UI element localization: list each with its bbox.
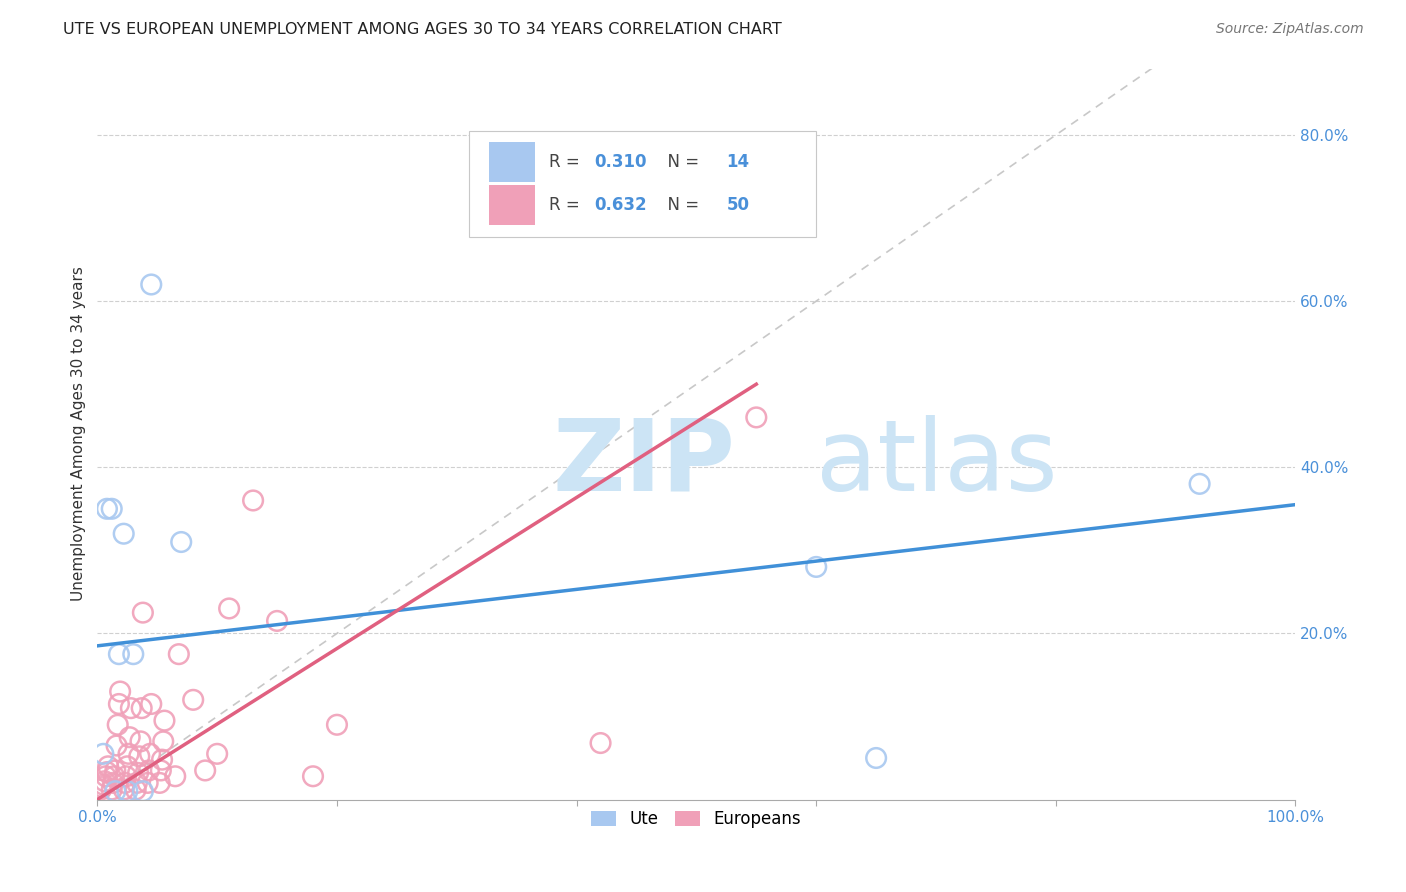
Point	[589, 736, 612, 750]
Point	[93, 747, 115, 761]
Text: Source: ZipAtlas.com: Source: ZipAtlas.com	[1216, 22, 1364, 37]
Point	[242, 493, 264, 508]
Point	[132, 606, 155, 620]
Point	[117, 747, 139, 761]
Point	[108, 684, 131, 698]
Point	[141, 697, 163, 711]
Point	[150, 753, 173, 767]
Point	[132, 784, 155, 798]
Point	[138, 764, 160, 778]
Point	[90, 782, 112, 797]
Point	[112, 526, 135, 541]
Point	[97, 759, 120, 773]
Point	[96, 501, 118, 516]
Point	[94, 769, 117, 783]
Text: R =: R =	[548, 153, 585, 171]
Point	[745, 410, 768, 425]
Point	[129, 734, 152, 748]
Text: 0.310: 0.310	[595, 153, 647, 171]
FancyBboxPatch shape	[489, 142, 534, 182]
Point	[218, 601, 240, 615]
Point	[205, 747, 228, 761]
Point	[128, 749, 150, 764]
Point	[139, 747, 162, 761]
Text: 14: 14	[727, 153, 749, 171]
Point	[93, 774, 115, 789]
Text: N =: N =	[657, 196, 704, 214]
Point	[117, 759, 139, 773]
Text: atlas: atlas	[817, 415, 1057, 512]
Point	[112, 782, 135, 797]
Point	[93, 778, 115, 792]
Point	[114, 776, 136, 790]
Point	[167, 647, 190, 661]
FancyBboxPatch shape	[489, 186, 534, 226]
Point	[153, 714, 176, 728]
Point	[115, 769, 138, 783]
Point	[125, 776, 148, 790]
Point	[122, 647, 145, 661]
Point	[326, 718, 349, 732]
Point	[170, 535, 193, 549]
Point	[107, 718, 129, 732]
Point	[181, 693, 204, 707]
Y-axis label: Unemployment Among Ages 30 to 34 years: Unemployment Among Ages 30 to 34 years	[72, 267, 86, 601]
Point	[104, 764, 127, 778]
Point	[100, 501, 122, 516]
Text: 0.632: 0.632	[595, 196, 647, 214]
Point	[152, 734, 174, 748]
Point	[806, 560, 828, 574]
Point	[141, 277, 163, 292]
Point	[149, 764, 172, 778]
Point	[194, 764, 217, 778]
Point	[108, 697, 131, 711]
Text: 50: 50	[727, 196, 749, 214]
Point	[131, 701, 153, 715]
Point	[118, 730, 141, 744]
Text: ZIP: ZIP	[553, 415, 735, 512]
Point	[865, 751, 887, 765]
Point	[165, 769, 187, 783]
Point	[101, 776, 124, 790]
Point	[103, 769, 125, 783]
Legend: Ute, Europeans: Ute, Europeans	[585, 804, 808, 835]
Text: N =: N =	[657, 153, 704, 171]
Point	[120, 701, 142, 715]
Point	[1188, 476, 1211, 491]
Point	[91, 780, 114, 794]
Point	[302, 769, 325, 783]
Point	[149, 776, 172, 790]
Point	[100, 782, 122, 797]
Text: R =: R =	[548, 196, 585, 214]
Point	[136, 776, 159, 790]
Point	[127, 766, 149, 780]
FancyBboxPatch shape	[468, 130, 817, 236]
Point	[105, 739, 128, 753]
Point	[266, 614, 288, 628]
Text: UTE VS EUROPEAN UNEMPLOYMENT AMONG AGES 30 TO 34 YEARS CORRELATION CHART: UTE VS EUROPEAN UNEMPLOYMENT AMONG AGES …	[63, 22, 782, 37]
Point	[117, 784, 139, 798]
Point	[96, 765, 118, 780]
Point	[104, 784, 127, 798]
Point	[108, 647, 131, 661]
Point	[125, 782, 148, 797]
